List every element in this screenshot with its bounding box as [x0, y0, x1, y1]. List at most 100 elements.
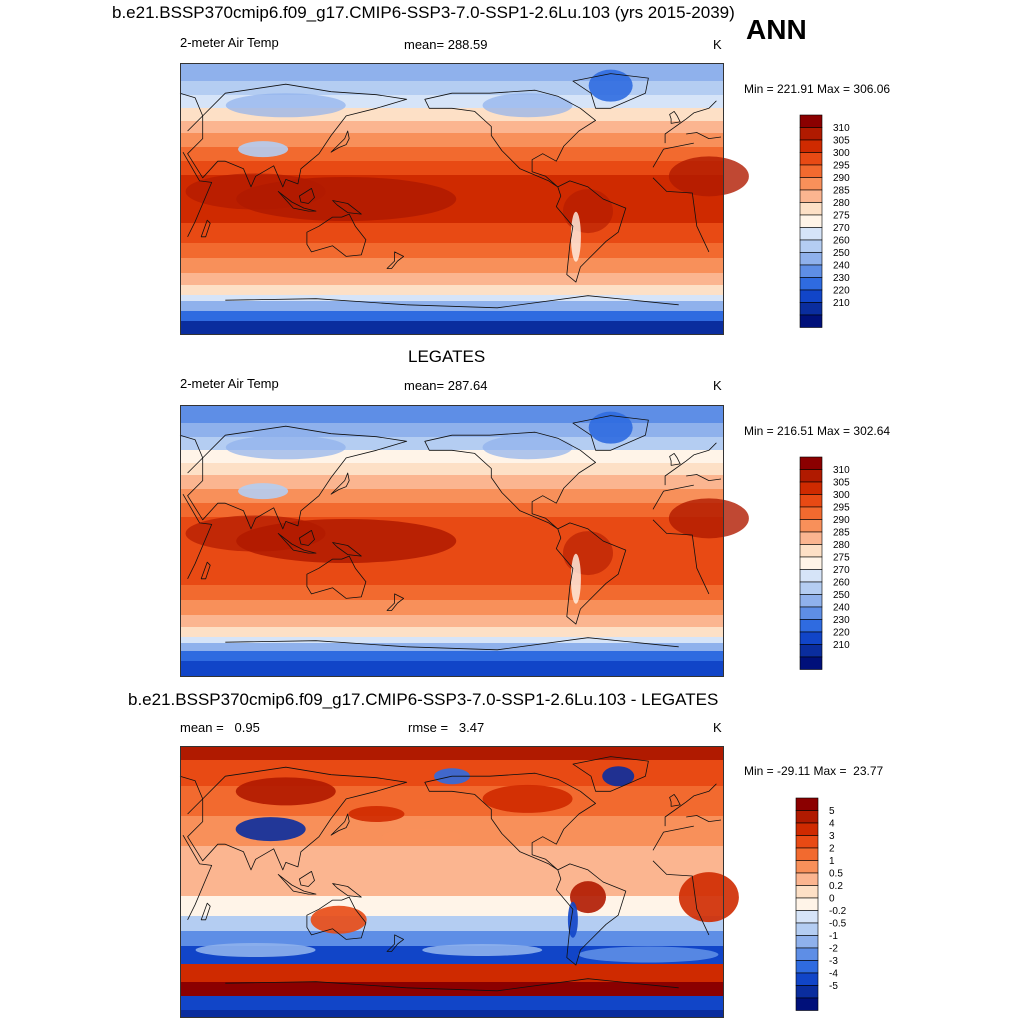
colorbar-tick-label: 295	[833, 161, 850, 172]
colorbar-tick-label: 300	[833, 148, 850, 159]
colorbar-swatch	[799, 594, 823, 608]
panel3-units-label: K	[713, 720, 722, 735]
colorbar-tick-label: 3	[829, 831, 835, 842]
colorbar-swatch	[795, 872, 819, 886]
colorbar-swatch	[795, 922, 819, 936]
colorbar-swatch	[795, 972, 819, 986]
map-frame	[180, 746, 724, 1018]
colorbar-tick-label: 275	[833, 553, 850, 564]
colorbar-swatch	[799, 277, 823, 291]
colorbar-swatch	[799, 531, 823, 545]
colorbar-tick-label: 295	[833, 503, 850, 514]
panel2-temperature-map	[179, 405, 749, 677]
colorbar-tick-label: 5	[829, 806, 835, 817]
colorbar-swatch	[799, 227, 823, 241]
colorbar-swatch	[795, 860, 819, 874]
colorbar-tick-label: 0.5	[829, 869, 843, 880]
colorbar-tick-label: 2	[829, 844, 835, 855]
colorbar-swatch	[799, 644, 823, 658]
panel3-mean-label: mean = 0.95	[180, 720, 260, 735]
colorbar-tick-label: -0.5	[829, 919, 847, 930]
colorbar-tick-label: 240	[833, 261, 850, 272]
panel3-title: b.e21.BSSP370cmip6.f09_g17.CMIP6-SSP3-7.…	[128, 690, 719, 709]
colorbar-tick-label: 310	[833, 123, 850, 134]
colorbar-swatch	[799, 239, 823, 253]
colorbar-swatch	[799, 631, 823, 645]
colorbar-swatch	[799, 556, 823, 570]
colorbar-swatch	[799, 127, 823, 141]
colorbar-swatch	[799, 214, 823, 228]
panel3-difference-map	[179, 746, 739, 1018]
colorbar-swatch	[799, 177, 823, 191]
colorbar-tick-label: 260	[833, 236, 850, 247]
colorbar-tick-label: 230	[833, 273, 850, 284]
colorbar-swatch	[795, 935, 819, 949]
panel3-min-max: Min = -29.11 Max = 23.77	[744, 764, 884, 778]
colorbar-tick-label: 300	[833, 490, 850, 501]
colorbar-tick-label: 280	[833, 540, 850, 551]
colorbar-tick-label: 210	[833, 298, 850, 309]
coastlines	[179, 73, 722, 309]
colorbar-swatch	[799, 656, 823, 670]
colorbar-swatch	[795, 897, 819, 911]
colorbar-tick-label: 1	[829, 856, 835, 867]
map-frame	[180, 63, 724, 335]
colorbar-swatch	[795, 822, 819, 836]
colorbar-swatch	[799, 289, 823, 303]
colorbar-tick-label: 310	[833, 465, 850, 476]
colorbar-swatch	[795, 810, 819, 824]
colorbar-tick-label: 250	[833, 590, 850, 601]
colorbar-tick-label: 305	[833, 478, 850, 489]
panel1-mean-label: mean= 288.59	[404, 37, 488, 52]
colorbar-tick-label: 270	[833, 565, 850, 576]
colorbar-swatch	[799, 469, 823, 483]
colorbar-tick-label: 275	[833, 211, 850, 222]
panel2-units-label: K	[713, 378, 722, 393]
colorbar-tick-label: -4	[829, 969, 838, 980]
colorbar-swatch	[799, 152, 823, 166]
colorbar-swatch	[799, 619, 823, 633]
coastlines	[179, 756, 722, 992]
colorbar-swatch	[799, 494, 823, 508]
colorbar-swatch	[799, 481, 823, 495]
colorbar-swatch	[799, 569, 823, 583]
colorbar-tick-label: 4	[829, 819, 835, 830]
colorbar-tick-label: 230	[833, 615, 850, 626]
panel2-variable-label: 2-meter Air Temp	[180, 376, 279, 391]
colorbar-swatch	[795, 997, 819, 1011]
panel1-title: b.e21.BSSP370cmip6.f09_g17.CMIP6-SSP3-7.…	[112, 3, 735, 22]
colorbar-swatch	[795, 847, 819, 861]
colorbar-swatch	[799, 202, 823, 216]
panel2-title: LEGATES	[408, 347, 486, 366]
colorbar-swatch	[799, 519, 823, 533]
coastlines	[179, 415, 722, 651]
colorbar-swatch	[799, 189, 823, 203]
panel2-mean-label: mean= 287.64	[404, 378, 488, 393]
colorbar-tick-label: -5	[829, 981, 838, 992]
colorbar-tick-label: 250	[833, 248, 850, 259]
colorbar-swatch	[795, 947, 819, 961]
colorbar-swatch	[799, 506, 823, 520]
colorbar-swatch	[799, 252, 823, 266]
colorbar-tick-label: 0.2	[829, 881, 843, 892]
panel3-rmse-label: rmse = 3.47	[408, 720, 485, 735]
panel2-min-max: Min = 216.51 Max = 302.64	[744, 424, 891, 438]
colorbar-tick-label: 240	[833, 603, 850, 614]
colorbar-tick-label: -2	[829, 944, 838, 955]
colorbar-swatch	[795, 910, 819, 924]
colorbar-swatch	[799, 606, 823, 620]
colorbar-tick-label: 290	[833, 173, 850, 184]
colorbar-swatch	[799, 544, 823, 558]
colorbar-swatch	[799, 114, 823, 128]
colorbar-swatch	[795, 985, 819, 999]
colorbar-tick-label: 285	[833, 528, 850, 539]
panel1-min-max: Min = 221.91 Max = 306.06	[744, 82, 891, 96]
colorbar-swatch	[799, 302, 823, 316]
colorbar-swatch	[799, 164, 823, 178]
colorbar-swatch	[795, 797, 819, 811]
colorbar-tick-label: 270	[833, 223, 850, 234]
season-label: ANN	[746, 14, 807, 45]
colorbar-swatch	[799, 314, 823, 328]
